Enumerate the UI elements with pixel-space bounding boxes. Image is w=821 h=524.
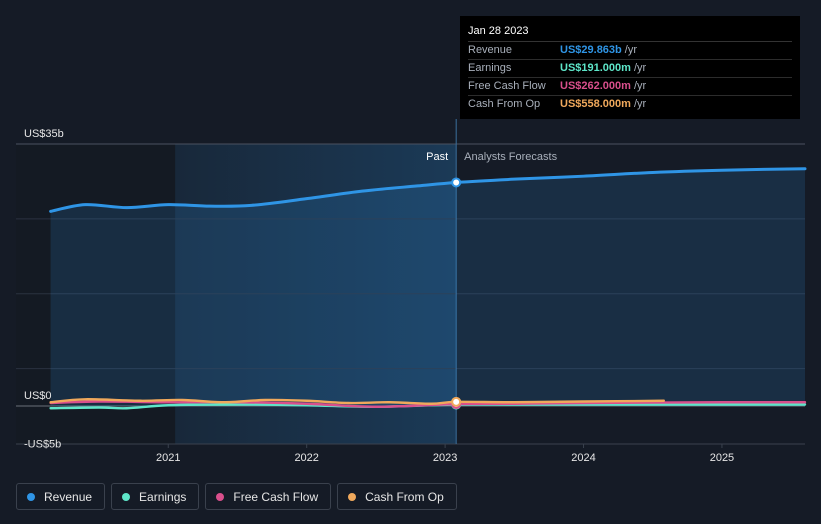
past-label: Past (426, 151, 448, 163)
x-tick-label: 2025 (710, 452, 734, 464)
tooltip-label: Free Cash Flow (468, 80, 546, 92)
series-area-revenue (50, 168, 805, 406)
legend-label: Free Cash Flow (233, 489, 319, 504)
x-tick-label: 2022 (294, 452, 318, 464)
tooltip-label: Cash From Op (468, 98, 541, 110)
y-tick-label: US$0 (24, 390, 52, 402)
tooltip-label: Revenue (468, 44, 513, 56)
tooltip-value: US$29.863b (560, 44, 622, 56)
series-line-cash-from-op (49, 398, 666, 405)
tooltip-row-cash-from-op: Cash From Op US$558.000m /yr (468, 96, 792, 113)
tooltip-label: Earnings (468, 62, 512, 74)
legend-dot-icon (348, 492, 357, 501)
legend-label: Cash From Op (365, 489, 444, 504)
tooltip-row-earnings: Earnings US$191.000m /yr (468, 60, 792, 78)
x-tick-label: 2024 (571, 452, 595, 464)
tooltip-unit: /yr (624, 44, 637, 56)
tooltip-row-free-cash-flow: Free Cash Flow US$262.000m /yr (468, 78, 792, 96)
series-line-revenue (49, 167, 807, 213)
tooltip-value: US$558.000m (560, 98, 631, 110)
legend-dot-icon (216, 492, 225, 501)
chart-legend: Revenue Earnings Free Cash Flow Cash Fro… (16, 483, 457, 510)
legend-item-revenue[interactable]: Revenue (16, 483, 106, 510)
tooltip-value: US$262.000m (560, 80, 631, 92)
x-tick-label: 2021 (156, 452, 180, 464)
legend-dot-icon (27, 492, 35, 501)
tooltip-row-revenue: Revenue US$29.863b /yr (468, 42, 792, 60)
tooltip-unit: /yr (633, 62, 647, 74)
hover-tooltip: Jan 28 2023 Revenue US$29.863b /yr Earni… (460, 16, 800, 119)
legend-item-earnings[interactable]: Earnings (111, 483, 200, 510)
tooltip-unit: /yr (633, 98, 647, 110)
forecast-label: Analysts Forecasts (464, 151, 557, 163)
tooltip-value: US$191.000m (560, 62, 631, 74)
x-tick-label: 2023 (433, 452, 457, 464)
y-tick-label: -US$5b (24, 438, 61, 450)
legend-item-cash-from-op[interactable]: Cash From Op (337, 483, 457, 510)
highlight-point-cash-from-op (451, 396, 462, 407)
tooltip-date: Jan 28 2023 (468, 24, 792, 42)
legend-item-free-cash-flow[interactable]: Free Cash Flow (205, 483, 332, 510)
highlight-point-revenue (451, 177, 462, 188)
legend-dot-icon (122, 492, 131, 501)
series-line-free-cash-flow (49, 400, 807, 408)
legend-label: Revenue (44, 489, 93, 504)
legend-label: Earnings (139, 489, 187, 504)
tooltip-unit: /yr (633, 80, 647, 92)
y-tick-label: US$35b (24, 128, 64, 140)
